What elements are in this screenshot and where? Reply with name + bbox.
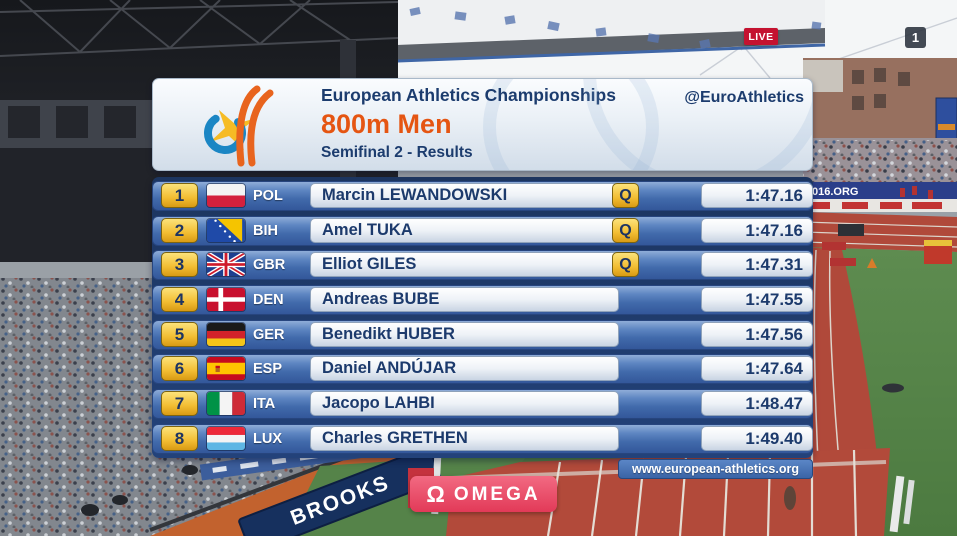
result-time: 1:47.56 <box>701 321 813 347</box>
qualified-badge: Q <box>612 217 639 243</box>
athlete-name: Jacopo LAHBI <box>310 391 619 417</box>
social-handle: @EuroAthletics <box>684 89 804 106</box>
rank-badge: 4 <box>161 287 198 313</box>
country-code: ESP <box>253 361 283 378</box>
omega-wordmark: OMEGA <box>453 483 541 505</box>
country-code: ITA <box>253 396 276 413</box>
round-title: Semifinal 2 - Results <box>321 143 473 161</box>
result-row: 6 ESP Daniel ANDÚJAR 1:47.64 <box>152 354 813 385</box>
channel-logo: 1 <box>905 27 926 48</box>
rank-badge: 6 <box>161 356 198 382</box>
country-flag <box>206 391 246 417</box>
country-code: DEN <box>253 292 284 309</box>
athlete-name: Charles GRETHEN <box>310 425 619 451</box>
result-row: 8 LUX Charles GRETHEN 1:49.40 <box>152 423 813 454</box>
rank-badge: 7 <box>161 391 198 417</box>
athlete-name: Daniel ANDÚJAR <box>310 356 619 382</box>
result-row: 4 DEN Andreas BUBE 1:47.55 <box>152 285 813 316</box>
result-time: 1:49.40 <box>701 425 813 451</box>
result-row: 7 ITA Jacopo LAHBI 1:48.47 <box>152 389 813 420</box>
website-banner: www.european-athletics.org <box>618 459 813 479</box>
country-flag <box>206 321 246 347</box>
european-athletics-logo <box>204 85 274 167</box>
rank-badge: 3 <box>161 252 198 278</box>
athlete-name: Elliot GILES <box>310 252 619 278</box>
result-time: 1:47.64 <box>701 356 813 382</box>
country-code: GER <box>253 326 285 343</box>
country-code: POL <box>253 188 283 204</box>
country-code: GBR <box>253 257 286 274</box>
rank-badge: 8 <box>161 425 198 451</box>
country-flag <box>206 183 246 208</box>
rooftop-flags <box>409 7 822 49</box>
panel-header: European Athletics Championships 800m Me… <box>152 78 813 171</box>
country-code: LUX <box>253 430 282 447</box>
results-rows: 1 POL Marcin LEWANDOWSKI Q 1:47.16 2 BIH… <box>152 181 813 454</box>
result-row: 5 GER Benedikt HUBER 1:47.56 <box>152 319 813 350</box>
result-row: 2 BIH Amel TUKA Q 1:47.16 <box>152 215 813 246</box>
result-time: 1:47.31 <box>701 252 813 278</box>
rank-badge: 2 <box>161 217 198 243</box>
country-flag <box>206 356 246 382</box>
result-time: 1:47.16 <box>701 183 813 208</box>
result-row: 3 GBR Elliot GILES Q 1:47.31 <box>152 250 813 281</box>
country-flag <box>206 252 246 278</box>
billboard-right-text: 016.ORG <box>812 186 858 198</box>
result-time: 1:47.55 <box>701 287 813 313</box>
qualified-badge: Q <box>612 252 639 278</box>
omega-symbol-icon: Ω <box>426 480 445 507</box>
country-code: BIH <box>253 222 278 239</box>
country-flag <box>206 425 246 451</box>
rank-badge: 1 <box>161 183 198 208</box>
event-title: 800m Men <box>321 108 452 139</box>
country-flag <box>206 287 246 313</box>
result-row: 1 POL Marcin LEWANDOWSKI Q 1:47.16 <box>152 181 813 211</box>
athlete-name: Amel TUKA <box>310 217 619 243</box>
competition-title: European Athletics Championships <box>321 85 616 105</box>
rank-badge: 5 <box>161 321 198 347</box>
omega-timing-logo: Ω OMEGA <box>410 476 557 512</box>
result-time: 1:47.16 <box>701 217 813 243</box>
qualified-badge: Q <box>612 183 639 208</box>
live-badge: LIVE <box>744 28 778 45</box>
athlete-name: Andreas BUBE <box>310 287 619 313</box>
athlete-name: Benedikt HUBER <box>310 321 619 347</box>
result-time: 1:48.47 <box>701 391 813 417</box>
results-panel: European Athletics Championships 800m Me… <box>152 78 813 458</box>
athlete-name: Marcin LEWANDOWSKI <box>310 183 619 208</box>
country-flag <box>206 217 246 243</box>
